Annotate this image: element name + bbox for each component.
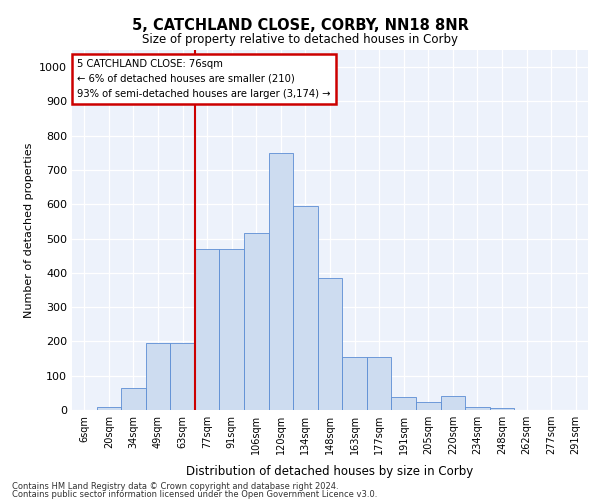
- Text: Size of property relative to detached houses in Corby: Size of property relative to detached ho…: [142, 32, 458, 46]
- Text: Contains public sector information licensed under the Open Government Licence v3: Contains public sector information licen…: [12, 490, 377, 499]
- Bar: [367, 357, 391, 410]
- Text: 5, CATCHLAND CLOSE, CORBY, NN18 8NR: 5, CATCHLAND CLOSE, CORBY, NN18 8NR: [131, 18, 469, 32]
- Bar: [170, 343, 195, 410]
- Text: Contains HM Land Registry data © Crown copyright and database right 2024.: Contains HM Land Registry data © Crown c…: [12, 482, 338, 491]
- Bar: [318, 278, 342, 410]
- Bar: [416, 402, 440, 410]
- Bar: [244, 234, 269, 410]
- Bar: [121, 388, 146, 410]
- Bar: [391, 398, 416, 410]
- Bar: [269, 153, 293, 410]
- Bar: [490, 408, 514, 410]
- Bar: [293, 206, 318, 410]
- X-axis label: Distribution of detached houses by size in Corby: Distribution of detached houses by size …: [187, 466, 473, 478]
- Bar: [97, 406, 121, 410]
- Y-axis label: Number of detached properties: Number of detached properties: [23, 142, 34, 318]
- Bar: [146, 343, 170, 410]
- Bar: [440, 396, 465, 410]
- Bar: [195, 249, 220, 410]
- Text: 5 CATCHLAND CLOSE: 76sqm
← 6% of detached houses are smaller (210)
93% of semi-d: 5 CATCHLAND CLOSE: 76sqm ← 6% of detache…: [77, 59, 331, 98]
- Bar: [342, 357, 367, 410]
- Bar: [220, 249, 244, 410]
- Bar: [465, 406, 490, 410]
